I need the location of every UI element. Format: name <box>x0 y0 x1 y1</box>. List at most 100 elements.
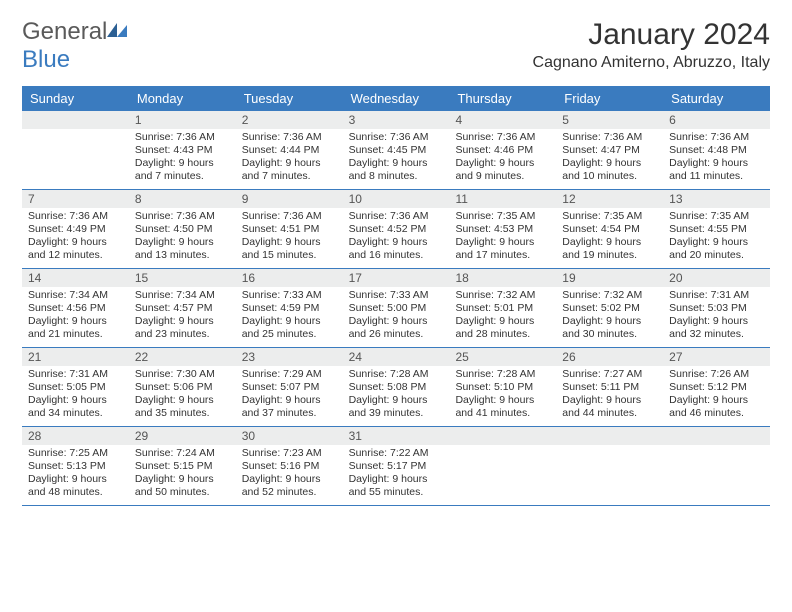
month-title: January 2024 <box>533 18 770 52</box>
sunset-text: Sunset: 4:51 PM <box>242 223 337 236</box>
daylight-text: Daylight: 9 hours and 35 minutes. <box>135 394 230 420</box>
day-cell <box>556 427 663 505</box>
day-header: Saturday <box>663 86 770 111</box>
sunset-text: Sunset: 5:05 PM <box>28 381 123 394</box>
sunset-text: Sunset: 5:00 PM <box>349 302 444 315</box>
sunset-text: Sunset: 5:11 PM <box>562 381 657 394</box>
sunset-text: Sunset: 4:50 PM <box>135 223 230 236</box>
day-number: 27 <box>663 348 770 366</box>
day-cell: 26Sunrise: 7:27 AMSunset: 5:11 PMDayligh… <box>556 348 663 426</box>
day-body: Sunrise: 7:31 AMSunset: 5:03 PMDaylight:… <box>663 287 770 346</box>
day-body <box>663 445 770 451</box>
sunset-text: Sunset: 4:48 PM <box>669 144 764 157</box>
day-body: Sunrise: 7:36 AMSunset: 4:50 PMDaylight:… <box>129 208 236 267</box>
day-body: Sunrise: 7:36 AMSunset: 4:48 PMDaylight:… <box>663 129 770 188</box>
day-body: Sunrise: 7:25 AMSunset: 5:13 PMDaylight:… <box>22 445 129 504</box>
day-body: Sunrise: 7:35 AMSunset: 4:54 PMDaylight:… <box>556 208 663 267</box>
day-number: 15 <box>129 269 236 287</box>
day-number: 22 <box>129 348 236 366</box>
day-body: Sunrise: 7:34 AMSunset: 4:57 PMDaylight:… <box>129 287 236 346</box>
daylight-text: Daylight: 9 hours and 11 minutes. <box>669 157 764 183</box>
day-number: 25 <box>449 348 556 366</box>
logo-text: General Blue <box>22 18 129 74</box>
sunrise-text: Sunrise: 7:31 AM <box>669 289 764 302</box>
sunrise-text: Sunrise: 7:25 AM <box>28 447 123 460</box>
sunset-text: Sunset: 5:10 PM <box>455 381 550 394</box>
day-cell: 28Sunrise: 7:25 AMSunset: 5:13 PMDayligh… <box>22 427 129 505</box>
sunrise-text: Sunrise: 7:36 AM <box>349 210 444 223</box>
day-body: Sunrise: 7:32 AMSunset: 5:01 PMDaylight:… <box>449 287 556 346</box>
sunset-text: Sunset: 4:59 PM <box>242 302 337 315</box>
day-body <box>556 445 663 451</box>
daylight-text: Daylight: 9 hours and 16 minutes. <box>349 236 444 262</box>
day-body: Sunrise: 7:28 AMSunset: 5:10 PMDaylight:… <box>449 366 556 425</box>
daylight-text: Daylight: 9 hours and 21 minutes. <box>28 315 123 341</box>
day-cell: 23Sunrise: 7:29 AMSunset: 5:07 PMDayligh… <box>236 348 343 426</box>
day-number <box>556 427 663 445</box>
day-body: Sunrise: 7:24 AMSunset: 5:15 PMDaylight:… <box>129 445 236 504</box>
sunrise-text: Sunrise: 7:28 AM <box>349 368 444 381</box>
daylight-text: Daylight: 9 hours and 30 minutes. <box>562 315 657 341</box>
day-number: 2 <box>236 111 343 129</box>
day-body <box>22 129 129 135</box>
day-body: Sunrise: 7:26 AMSunset: 5:12 PMDaylight:… <box>663 366 770 425</box>
sunrise-text: Sunrise: 7:35 AM <box>455 210 550 223</box>
day-body: Sunrise: 7:36 AMSunset: 4:49 PMDaylight:… <box>22 208 129 267</box>
sunrise-text: Sunrise: 7:36 AM <box>242 210 337 223</box>
sunrise-text: Sunrise: 7:34 AM <box>28 289 123 302</box>
day-body: Sunrise: 7:31 AMSunset: 5:05 PMDaylight:… <box>22 366 129 425</box>
day-cell: 10Sunrise: 7:36 AMSunset: 4:52 PMDayligh… <box>343 190 450 268</box>
daylight-text: Daylight: 9 hours and 7 minutes. <box>135 157 230 183</box>
sunset-text: Sunset: 4:52 PM <box>349 223 444 236</box>
logo-text-part1: General <box>22 18 107 45</box>
sunrise-text: Sunrise: 7:33 AM <box>349 289 444 302</box>
daylight-text: Daylight: 9 hours and 46 minutes. <box>669 394 764 420</box>
day-number: 17 <box>343 269 450 287</box>
day-body: Sunrise: 7:35 AMSunset: 4:53 PMDaylight:… <box>449 208 556 267</box>
week-row: 1Sunrise: 7:36 AMSunset: 4:43 PMDaylight… <box>22 111 770 190</box>
day-body: Sunrise: 7:22 AMSunset: 5:17 PMDaylight:… <box>343 445 450 504</box>
sunset-text: Sunset: 5:12 PM <box>669 381 764 394</box>
sunrise-text: Sunrise: 7:36 AM <box>349 131 444 144</box>
sunrise-text: Sunrise: 7:27 AM <box>562 368 657 381</box>
daylight-text: Daylight: 9 hours and 17 minutes. <box>455 236 550 262</box>
daylight-text: Daylight: 9 hours and 39 minutes. <box>349 394 444 420</box>
daylight-text: Daylight: 9 hours and 50 minutes. <box>135 473 230 499</box>
header-right: January 2024 Cagnano Amiterno, Abruzzo, … <box>533 18 770 72</box>
sunset-text: Sunset: 5:06 PM <box>135 381 230 394</box>
day-body: Sunrise: 7:36 AMSunset: 4:46 PMDaylight:… <box>449 129 556 188</box>
daylight-text: Daylight: 9 hours and 7 minutes. <box>242 157 337 183</box>
daylight-text: Daylight: 9 hours and 19 minutes. <box>562 236 657 262</box>
day-cell: 16Sunrise: 7:33 AMSunset: 4:59 PMDayligh… <box>236 269 343 347</box>
day-cell <box>663 427 770 505</box>
day-number: 28 <box>22 427 129 445</box>
day-cell: 24Sunrise: 7:28 AMSunset: 5:08 PMDayligh… <box>343 348 450 426</box>
day-header: Sunday <box>22 86 129 111</box>
day-number: 18 <box>449 269 556 287</box>
logo-text-part2: Blue <box>22 46 70 73</box>
day-cell: 22Sunrise: 7:30 AMSunset: 5:06 PMDayligh… <box>129 348 236 426</box>
day-body: Sunrise: 7:36 AMSunset: 4:44 PMDaylight:… <box>236 129 343 188</box>
sunrise-text: Sunrise: 7:22 AM <box>349 447 444 460</box>
day-cell: 20Sunrise: 7:31 AMSunset: 5:03 PMDayligh… <box>663 269 770 347</box>
day-cell: 21Sunrise: 7:31 AMSunset: 5:05 PMDayligh… <box>22 348 129 426</box>
sunset-text: Sunset: 4:49 PM <box>28 223 123 236</box>
day-body: Sunrise: 7:36 AMSunset: 4:43 PMDaylight:… <box>129 129 236 188</box>
day-cell: 14Sunrise: 7:34 AMSunset: 4:56 PMDayligh… <box>22 269 129 347</box>
day-header: Wednesday <box>343 86 450 111</box>
day-cell: 6Sunrise: 7:36 AMSunset: 4:48 PMDaylight… <box>663 111 770 189</box>
day-body: Sunrise: 7:36 AMSunset: 4:45 PMDaylight:… <box>343 129 450 188</box>
sunset-text: Sunset: 4:53 PM <box>455 223 550 236</box>
sunset-text: Sunset: 4:55 PM <box>669 223 764 236</box>
page-header: General Blue January 2024 Cagnano Amiter… <box>22 18 770 74</box>
day-cell: 30Sunrise: 7:23 AMSunset: 5:16 PMDayligh… <box>236 427 343 505</box>
day-body: Sunrise: 7:34 AMSunset: 4:56 PMDaylight:… <box>22 287 129 346</box>
sunrise-text: Sunrise: 7:35 AM <box>669 210 764 223</box>
day-number: 21 <box>22 348 129 366</box>
sunrise-text: Sunrise: 7:33 AM <box>242 289 337 302</box>
day-header: Friday <box>556 86 663 111</box>
sunrise-text: Sunrise: 7:36 AM <box>28 210 123 223</box>
sunset-text: Sunset: 4:46 PM <box>455 144 550 157</box>
day-number <box>663 427 770 445</box>
day-number: 3 <box>343 111 450 129</box>
